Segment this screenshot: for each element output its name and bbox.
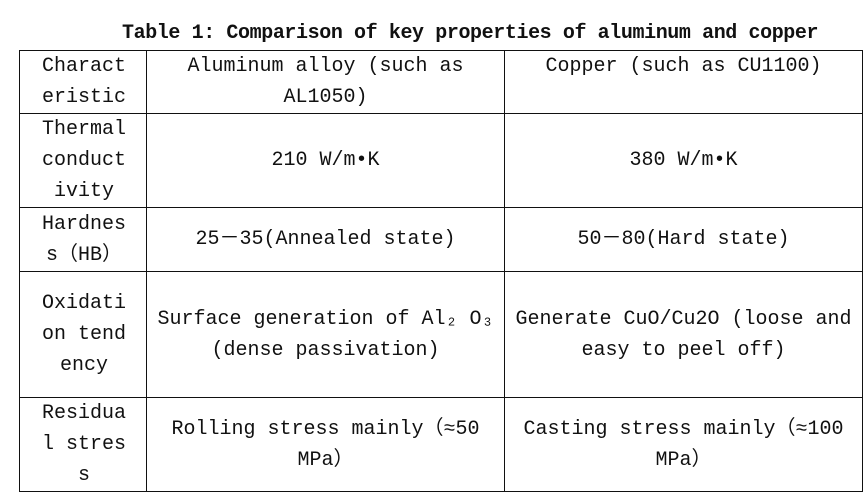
copper-value: 50－80(Hard state) — [504, 207, 863, 272]
table-row: Hardness（HB） 25－35(Annealed state) 50－80… — [19, 207, 863, 272]
row-label-text: Thermal conductivity — [41, 118, 126, 203]
aluminum-value: 210 W/m•K — [145, 113, 506, 208]
header-copper: Copper (such as CU1100) — [504, 50, 863, 114]
row-label: Residual stress — [19, 397, 147, 492]
copper-value: 380 W/m•K — [504, 113, 863, 208]
row-label: Hardness（HB） — [19, 207, 147, 272]
header-characteristic: Characteristic — [19, 50, 147, 114]
copper-value: Casting stress mainly（≈100 MPa） — [504, 397, 863, 492]
aluminum-value: Surface generation of Al₂ O₃ (dense pass… — [145, 271, 506, 398]
table-title: Table 1: Comparison of key properties of… — [122, 22, 819, 45]
row-label-text: Hardness（HB） — [41, 212, 126, 267]
table-row: Thermal conductivity 210 W/m•K 380 W/m•K — [19, 113, 863, 208]
row-label: Oxidation tendency — [19, 271, 147, 398]
aluminum-value: 25－35(Annealed state) — [145, 207, 506, 272]
table-row: Oxidation tendency Surface generation of… — [19, 271, 863, 398]
row-label: Thermal conductivity — [19, 113, 147, 208]
table-header-row: Characteristic Aluminum alloy (such as A… — [19, 50, 863, 114]
header-text: Characteristic — [41, 55, 126, 109]
row-label-text: Oxidation tendency — [41, 292, 126, 377]
copper-value: Generate CuO/Cu2O (loose and easy to pee… — [504, 271, 863, 398]
aluminum-value: Rolling stress mainly（≈50 MPa） — [145, 397, 506, 492]
table-row: Residual stress Rolling stress mainly（≈5… — [19, 397, 863, 492]
comparison-table: Characteristic Aluminum alloy (such as A… — [19, 50, 863, 492]
row-label-text: Residual stress — [41, 402, 126, 487]
header-aluminum: Aluminum alloy (such as AL1050) — [145, 50, 506, 114]
